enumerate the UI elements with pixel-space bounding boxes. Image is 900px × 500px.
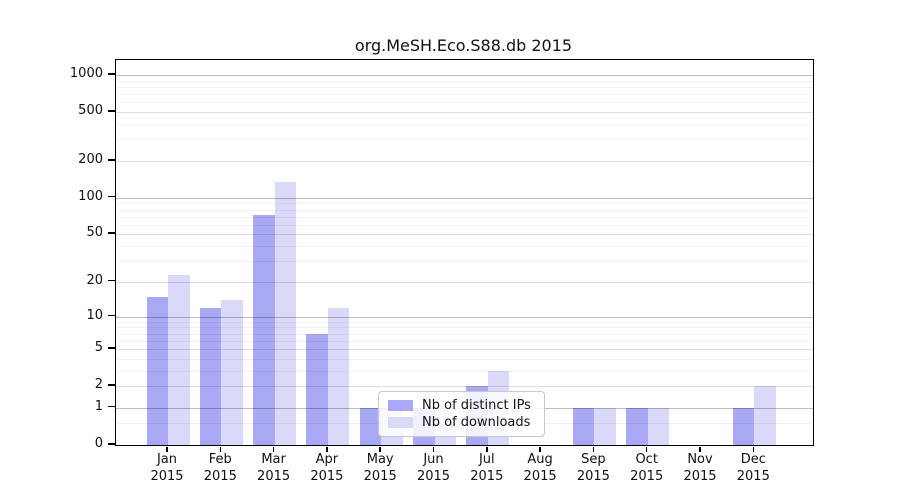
- y-tick-label: 100: [78, 188, 103, 204]
- bar-downloads: [274, 181, 297, 445]
- y-tick-mark: [108, 279, 115, 282]
- legend-swatch-downloads: [388, 417, 413, 428]
- x-tick-label: Jun 2015: [416, 452, 451, 484]
- x-tick-mark: [166, 446, 168, 452]
- gridline: [116, 321, 813, 323]
- x-tick-label: Dec 2015: [736, 452, 770, 484]
- gridline: [116, 161, 813, 163]
- y-tick-label: 1000: [69, 66, 103, 82]
- legend-item: Nb of distinct IPs: [388, 397, 535, 414]
- bar-distinct-ips: [253, 215, 275, 445]
- x-tick-label: Jan 2015: [150, 452, 184, 484]
- gridline: [116, 80, 813, 82]
- x-tick-mark: [539, 446, 541, 452]
- x-tick-mark: [752, 446, 755, 452]
- gridline: [116, 102, 813, 104]
- gridline: [116, 124, 813, 126]
- gridline: [116, 327, 813, 329]
- bar-distinct-ips: [572, 407, 595, 445]
- gridline: [116, 246, 813, 248]
- bar-downloads: [754, 386, 776, 445]
- x-tick-label: Jul 2015: [470, 452, 504, 484]
- y-tick-mark: [108, 195, 115, 198]
- x-tick-mark: [699, 446, 701, 452]
- bar-distinct-ips: [306, 333, 328, 445]
- bar-downloads: [647, 407, 670, 445]
- gridline: [116, 197, 813, 199]
- bar-downloads: [327, 307, 350, 445]
- legend-swatch-distinct-ips: [388, 400, 413, 411]
- x-tick-label: Apr 2015: [310, 452, 344, 484]
- chart-title: org.MeSH.Eco.S88.db 2015: [354, 36, 573, 55]
- y-tick-mark: [108, 110, 115, 112]
- y-tick-mark: [108, 232, 115, 234]
- y-tick-mark: [108, 443, 115, 445]
- x-tick-label: Nov 2015: [683, 452, 717, 484]
- y-tick-mark: [108, 405, 115, 408]
- legend: Nb of distinct IPs Nb of downloads: [378, 391, 545, 437]
- bar-downloads: [594, 407, 616, 445]
- y-tick-label: 2: [94, 377, 103, 393]
- bar-distinct-ips: [146, 296, 168, 445]
- legend-item: Nb of downloads: [388, 414, 535, 431]
- y-tick-mark: [108, 73, 115, 75]
- x-tick-label: Mar 2015: [257, 452, 291, 484]
- x-tick-label: May 2015: [363, 452, 397, 484]
- gridline: [116, 358, 813, 360]
- x-tick-mark: [645, 446, 648, 452]
- x-tick-mark: [219, 446, 222, 452]
- gridline: [116, 281, 813, 283]
- gridline: [116, 316, 813, 318]
- x-tick-mark: [432, 446, 435, 452]
- x-tick-mark: [379, 446, 381, 452]
- gridline: [116, 94, 813, 96]
- y-tick-mark: [108, 159, 115, 161]
- y-tick-label: 1: [94, 398, 103, 414]
- x-tick-mark: [592, 446, 595, 452]
- y-tick-label: 0: [94, 436, 103, 451]
- y-tick-mark: [108, 314, 115, 317]
- gridline: [116, 86, 813, 88]
- gridline: [116, 216, 813, 218]
- bar-distinct-ips: [732, 407, 755, 445]
- gridline: [116, 333, 813, 335]
- x-tick-label: Oct 2015: [630, 452, 664, 484]
- bar-downloads: [168, 274, 190, 445]
- gridline: [116, 340, 813, 342]
- y-tick-label: 20: [86, 272, 103, 288]
- gridline: [116, 370, 813, 372]
- bar-downloads: [221, 300, 243, 445]
- y-tick-label: 5: [94, 340, 103, 356]
- bar-distinct-ips: [626, 407, 648, 445]
- plot-area: Nb of distinct IPs Nb of downloads: [115, 59, 814, 446]
- bar-distinct-ips: [199, 307, 222, 445]
- x-tick-label: Sep 2015: [576, 452, 610, 484]
- gridline: [116, 386, 813, 388]
- y-tick-label: 10: [86, 307, 103, 323]
- gridline: [116, 203, 813, 205]
- gridline: [116, 209, 813, 211]
- legend-label-distinct-ips: Nb of distinct IPs: [422, 398, 531, 413]
- x-tick-mark: [486, 446, 488, 452]
- x-tick-mark: [326, 446, 328, 452]
- gridline: [116, 349, 813, 351]
- y-tick-mark: [108, 384, 115, 386]
- x-tick-mark: [272, 446, 275, 452]
- x-tick-label: Feb 2015: [203, 452, 237, 484]
- gridline: [116, 234, 813, 236]
- y-tick-label: 500: [78, 103, 103, 119]
- y-tick-label: 50: [86, 225, 103, 241]
- y-tick-label: 200: [78, 152, 103, 168]
- bar-distinct-ips: [359, 407, 382, 445]
- gridline: [116, 75, 813, 77]
- legend-label-downloads: Nb of downloads: [422, 415, 531, 430]
- y-tick-mark: [108, 347, 115, 349]
- gridline: [116, 261, 813, 263]
- gridline: [116, 112, 813, 114]
- gridline: [116, 224, 813, 226]
- gridline: [116, 139, 813, 141]
- x-tick-label: Aug 2015: [523, 452, 557, 484]
